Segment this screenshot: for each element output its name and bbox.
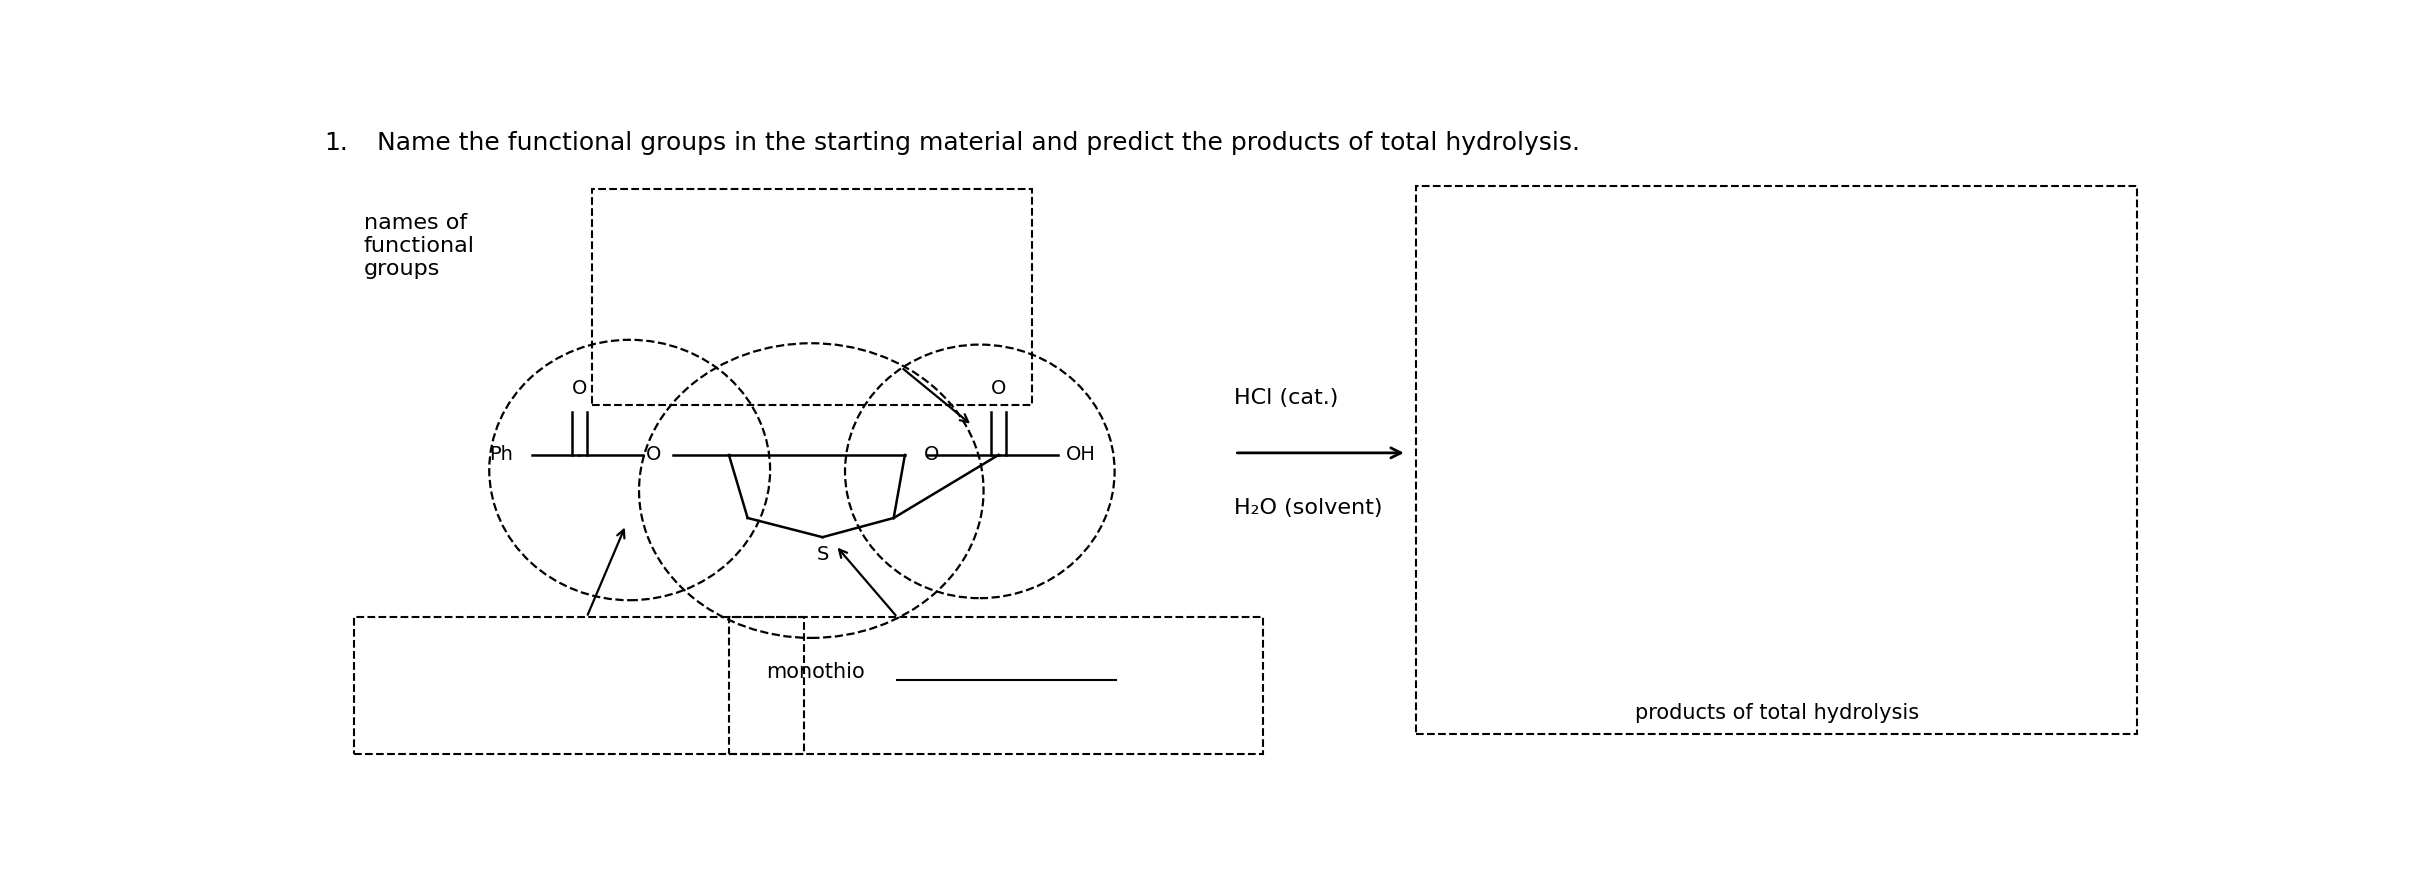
Text: O: O bbox=[923, 445, 940, 465]
Bar bbox=[355, 618, 805, 755]
Text: O: O bbox=[647, 445, 662, 465]
Text: monothio: monothio bbox=[766, 662, 865, 682]
Bar bbox=[1416, 186, 2138, 734]
Text: H₂O (solvent): H₂O (solvent) bbox=[1235, 498, 1382, 518]
Bar bbox=[592, 189, 1032, 405]
Text: 1.: 1. bbox=[324, 131, 348, 155]
Text: Ph: Ph bbox=[488, 445, 512, 465]
Text: O: O bbox=[573, 379, 587, 398]
Text: names of
functional
groups: names of functional groups bbox=[365, 213, 476, 279]
Text: products of total hydrolysis: products of total hydrolysis bbox=[1636, 703, 1921, 724]
Text: S: S bbox=[817, 546, 829, 564]
Text: Name the functional groups in the starting material and predict the products of : Name the functional groups in the starti… bbox=[377, 131, 1580, 155]
Bar bbox=[730, 618, 1264, 755]
Text: OH: OH bbox=[1065, 445, 1097, 465]
Text: HCl (cat.): HCl (cat.) bbox=[1235, 388, 1338, 408]
Text: O: O bbox=[991, 379, 1005, 398]
